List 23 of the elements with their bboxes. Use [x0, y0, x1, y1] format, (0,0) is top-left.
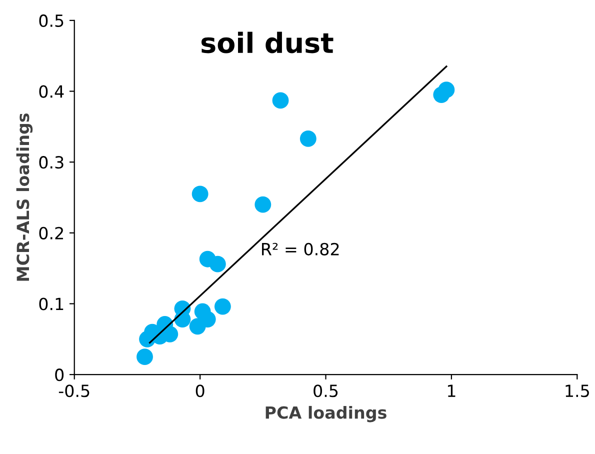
point [136, 348, 153, 366]
x-tick-label: 1 [448, 384, 456, 397]
point [300, 130, 316, 147]
x-axis-title: PCA loadings [266, 406, 386, 422]
point [254, 196, 272, 213]
y-tick-label: 0.5 [39, 14, 64, 27]
point [214, 298, 231, 315]
point [192, 186, 208, 202]
y-tick-label: 0.1 [39, 298, 64, 310]
x-tick-label: 0 [196, 384, 204, 398]
point [438, 82, 455, 98]
chart-title: soil dust [202, 32, 334, 54]
x-tick-label: 0.5 [314, 384, 338, 398]
y-tick-label: 0.2 [39, 226, 63, 240]
y-tick-label: 0.3 [39, 156, 64, 169]
y-tick-label: 0.4 [39, 85, 64, 98]
point [272, 92, 289, 109]
point [209, 256, 226, 272]
annotation: R² = 0.82 [262, 242, 339, 256]
y-tick-label: 0 [55, 368, 64, 382]
x-tick-label: 1.5 [566, 384, 589, 398]
x-tick-label: -0.5 [58, 384, 90, 398]
y-axis-title: MCR-ALS loadings [16, 113, 33, 281]
